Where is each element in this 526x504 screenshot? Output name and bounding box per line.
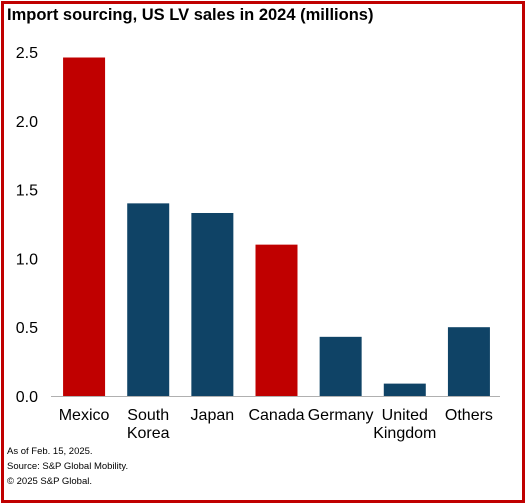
x-tick-label: Germany bbox=[308, 407, 374, 424]
y-tick-label: 1.0 bbox=[16, 251, 38, 268]
x-tick-label: Japan bbox=[191, 407, 235, 424]
bar bbox=[191, 212, 234, 396]
footnotes: As of Feb. 15, 2025. Source: S&P Global … bbox=[7, 444, 128, 489]
bars bbox=[63, 57, 490, 397]
x-tick-label: Korea bbox=[127, 425, 170, 442]
x-tick-label: Kingdom bbox=[373, 425, 436, 442]
y-tick-label: 2.5 bbox=[16, 45, 38, 62]
bar bbox=[383, 383, 426, 396]
y-tick-label: 2.0 bbox=[16, 114, 38, 131]
bar bbox=[447, 327, 490, 396]
x-tick-label: Others bbox=[445, 407, 493, 424]
x-tick-label: Mexico bbox=[59, 407, 110, 424]
footnote-source: Source: S&P Global Mobility. bbox=[7, 461, 129, 472]
y-tick-label: 0.0 bbox=[16, 389, 38, 406]
y-tick-label: 0.5 bbox=[16, 320, 38, 337]
x-tick-label: United bbox=[382, 407, 428, 424]
bar bbox=[63, 57, 106, 397]
chart-title: Import sourcing, US LV sales in 2024 (mi… bbox=[7, 6, 374, 24]
bar bbox=[255, 244, 298, 396]
bar bbox=[127, 203, 170, 396]
y-axis-ticks: 0.0 0.5 1.0 1.5 2.0 2.5 bbox=[16, 45, 38, 406]
bar bbox=[319, 336, 362, 396]
footnote-as-of: As of Feb. 15, 2025. bbox=[7, 446, 93, 457]
y-tick-label: 1.5 bbox=[16, 183, 38, 200]
x-tick-label: Canada bbox=[248, 407, 304, 424]
footnote-copyright: © 2025 S&P Global. bbox=[7, 476, 92, 487]
x-tick-label: South bbox=[127, 407, 169, 424]
